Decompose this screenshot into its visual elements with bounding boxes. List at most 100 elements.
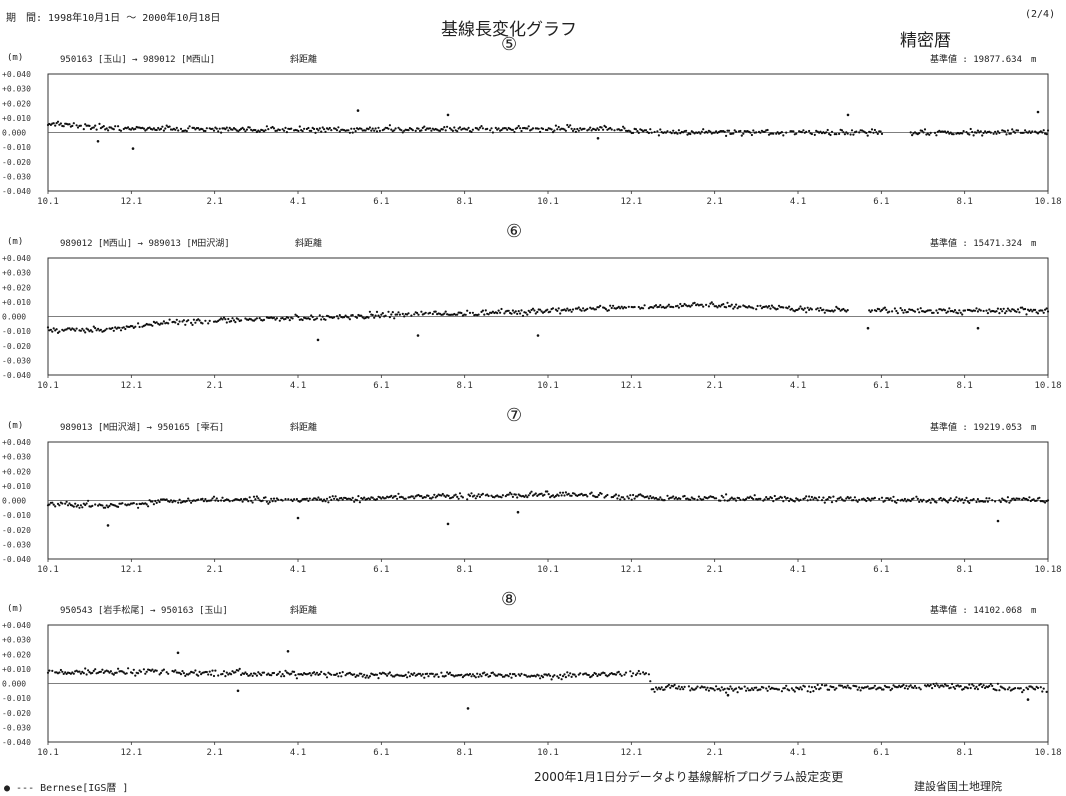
data-point xyxy=(218,318,221,321)
data-point xyxy=(68,327,71,330)
data-point xyxy=(813,133,816,136)
data-point xyxy=(318,673,321,676)
data-point xyxy=(220,131,223,134)
data-point xyxy=(241,126,244,129)
data-point xyxy=(669,686,672,689)
data-point xyxy=(885,308,888,311)
data-point xyxy=(752,129,755,132)
data-point xyxy=(191,323,194,326)
data-point xyxy=(577,306,580,309)
data-point xyxy=(869,499,872,502)
data-point xyxy=(537,674,540,677)
data-point xyxy=(397,492,400,495)
data-point xyxy=(354,130,357,133)
data-point xyxy=(656,688,659,691)
data-point xyxy=(1006,496,1010,499)
outlier-point xyxy=(106,524,110,527)
x-tick-label: 12.1 xyxy=(120,565,142,575)
data-point xyxy=(520,672,523,675)
data-point xyxy=(244,671,247,674)
data-point xyxy=(554,308,558,311)
organization-label: 建設省国土地理院 xyxy=(914,780,1002,793)
data-point xyxy=(436,673,439,676)
y-tick-label: +0.010 xyxy=(2,114,31,123)
data-point xyxy=(388,671,391,674)
data-point xyxy=(599,673,602,676)
data-point xyxy=(723,499,726,502)
data-point xyxy=(367,676,370,679)
data-point xyxy=(696,685,699,688)
data-point xyxy=(431,672,434,675)
data-point xyxy=(456,130,459,133)
data-point xyxy=(759,688,762,691)
data-point xyxy=(464,313,467,316)
data-point xyxy=(1026,688,1030,691)
data-point xyxy=(68,502,71,505)
data-point xyxy=(587,673,590,677)
data-point xyxy=(347,129,350,132)
data-point xyxy=(248,126,251,129)
data-point xyxy=(272,316,276,319)
data-point xyxy=(122,671,125,674)
data-point xyxy=(1039,686,1042,689)
data-point xyxy=(204,319,207,322)
data-point xyxy=(311,315,314,319)
data-point xyxy=(739,129,742,133)
data-point xyxy=(278,319,281,322)
data-point xyxy=(517,124,520,128)
data-point xyxy=(494,126,497,129)
data-point xyxy=(117,125,120,128)
data-point xyxy=(215,497,218,500)
data-point xyxy=(956,500,960,503)
data-point xyxy=(323,498,326,501)
data-point xyxy=(521,314,525,317)
data-point xyxy=(899,307,902,310)
data-point xyxy=(963,499,967,502)
data-point xyxy=(277,498,280,501)
data-point xyxy=(640,129,643,132)
data-point xyxy=(510,493,513,496)
data-point xyxy=(975,307,978,310)
data-point xyxy=(750,687,754,690)
data-point xyxy=(577,129,580,132)
outlier-point xyxy=(596,137,600,140)
data-point xyxy=(92,669,95,672)
data-point xyxy=(132,326,135,329)
data-point xyxy=(64,671,67,674)
data-point xyxy=(330,129,333,132)
data-point xyxy=(194,669,197,672)
data-point xyxy=(799,686,802,689)
data-point xyxy=(476,672,479,675)
data-point xyxy=(268,501,271,504)
data-point xyxy=(165,498,168,501)
data-point xyxy=(270,674,273,677)
data-point xyxy=(317,496,320,499)
data-point xyxy=(674,496,678,499)
data-point xyxy=(873,684,877,687)
data-point xyxy=(287,498,290,501)
data-point xyxy=(85,673,88,676)
data-point xyxy=(586,307,589,310)
data-point xyxy=(763,130,766,133)
data-point xyxy=(184,674,187,677)
data-point xyxy=(228,126,231,129)
data-point xyxy=(736,691,739,694)
data-point xyxy=(504,495,507,498)
data-point xyxy=(245,498,248,501)
data-point xyxy=(702,305,705,308)
data-point xyxy=(697,131,701,134)
data-point xyxy=(606,493,609,497)
data-point xyxy=(477,493,480,496)
data-point xyxy=(962,687,965,691)
legend-label: ● --- Bernese[IGS暦 ] xyxy=(4,783,129,794)
data-point xyxy=(975,500,978,504)
data-point xyxy=(702,128,705,131)
data-point xyxy=(539,677,542,680)
data-point xyxy=(410,314,413,317)
data-point xyxy=(290,672,293,675)
data-point xyxy=(232,319,236,322)
data-point xyxy=(906,687,909,690)
data-point xyxy=(870,128,874,131)
data-point xyxy=(81,506,84,509)
data-point xyxy=(61,502,64,505)
